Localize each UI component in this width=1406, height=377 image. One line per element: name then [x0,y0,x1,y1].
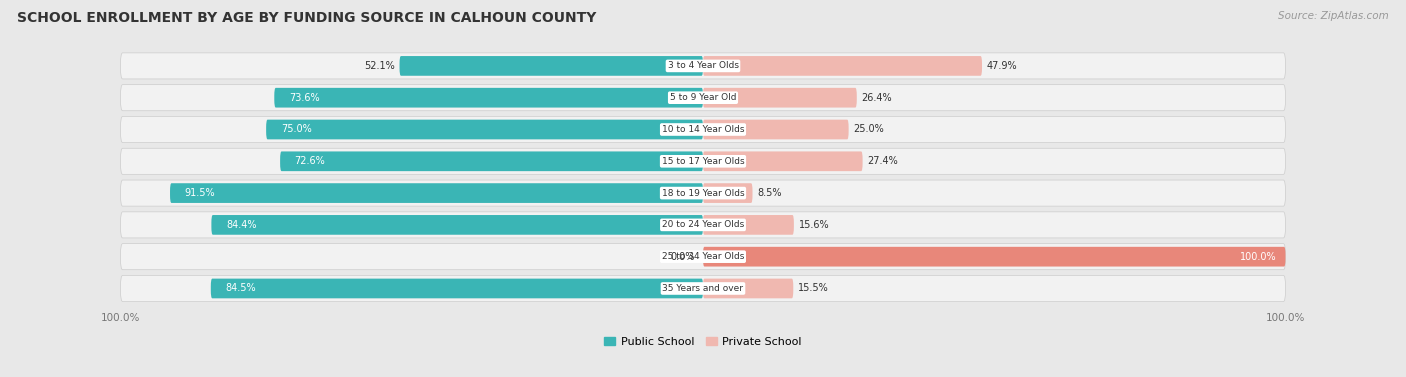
Text: 5 to 9 Year Old: 5 to 9 Year Old [669,93,737,102]
Text: 84.5%: 84.5% [225,284,256,293]
Text: 25.0%: 25.0% [853,124,884,135]
Text: 15 to 17 Year Olds: 15 to 17 Year Olds [662,157,744,166]
FancyBboxPatch shape [703,56,981,76]
FancyBboxPatch shape [703,279,793,298]
FancyBboxPatch shape [170,183,703,203]
Text: 47.9%: 47.9% [987,61,1018,71]
Text: 27.4%: 27.4% [868,156,898,166]
FancyBboxPatch shape [121,148,1285,174]
Text: 26.4%: 26.4% [862,93,891,103]
FancyBboxPatch shape [121,85,1285,111]
Text: 20 to 24 Year Olds: 20 to 24 Year Olds [662,221,744,229]
FancyBboxPatch shape [280,152,703,171]
Text: 3 to 4 Year Olds: 3 to 4 Year Olds [668,61,738,70]
Text: 18 to 19 Year Olds: 18 to 19 Year Olds [662,188,744,198]
Text: 91.5%: 91.5% [184,188,215,198]
Text: 10 to 14 Year Olds: 10 to 14 Year Olds [662,125,744,134]
FancyBboxPatch shape [211,279,703,298]
Legend: Public School, Private School: Public School, Private School [600,332,806,351]
FancyBboxPatch shape [121,276,1285,302]
FancyBboxPatch shape [121,180,1285,206]
FancyBboxPatch shape [121,212,1285,238]
Text: 72.6%: 72.6% [295,156,325,166]
FancyBboxPatch shape [121,53,1285,79]
Text: SCHOOL ENROLLMENT BY AGE BY FUNDING SOURCE IN CALHOUN COUNTY: SCHOOL ENROLLMENT BY AGE BY FUNDING SOUR… [17,11,596,25]
Text: 75.0%: 75.0% [281,124,312,135]
FancyBboxPatch shape [399,56,703,76]
FancyBboxPatch shape [703,183,752,203]
Text: Source: ZipAtlas.com: Source: ZipAtlas.com [1278,11,1389,21]
FancyBboxPatch shape [274,88,703,107]
Text: 15.6%: 15.6% [799,220,830,230]
FancyBboxPatch shape [703,215,794,235]
FancyBboxPatch shape [211,215,703,235]
Text: 25 to 34 Year Olds: 25 to 34 Year Olds [662,252,744,261]
Text: 73.6%: 73.6% [288,93,319,103]
FancyBboxPatch shape [121,244,1285,270]
FancyBboxPatch shape [703,152,863,171]
Text: 8.5%: 8.5% [758,188,782,198]
Text: 100.0%: 100.0% [1240,252,1277,262]
Text: 0.0%: 0.0% [669,252,695,262]
FancyBboxPatch shape [266,120,703,139]
Text: 35 Years and over: 35 Years and over [662,284,744,293]
Text: 52.1%: 52.1% [364,61,395,71]
Text: 84.4%: 84.4% [226,220,256,230]
Text: 15.5%: 15.5% [799,284,828,293]
FancyBboxPatch shape [703,120,849,139]
FancyBboxPatch shape [703,88,856,107]
FancyBboxPatch shape [703,247,1285,267]
FancyBboxPatch shape [121,116,1285,143]
